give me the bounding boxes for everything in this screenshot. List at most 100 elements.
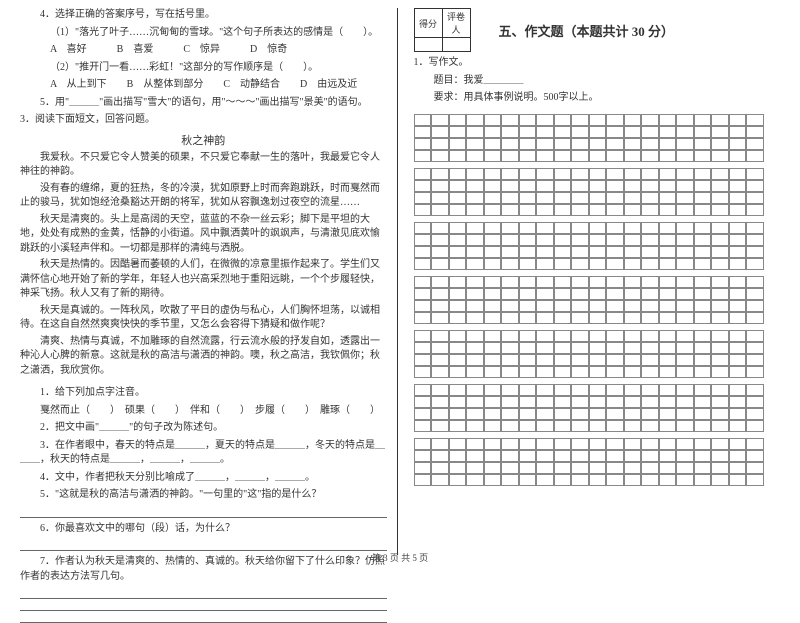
grid-cell[interactable] bbox=[536, 312, 554, 324]
grid-cell[interactable] bbox=[746, 204, 764, 216]
grid-cell[interactable] bbox=[624, 408, 642, 420]
grid-cell[interactable] bbox=[641, 450, 659, 462]
grid-cell[interactable] bbox=[711, 474, 729, 486]
grid-cell[interactable] bbox=[589, 450, 607, 462]
grid-cell[interactable] bbox=[694, 300, 712, 312]
grid-cell[interactable] bbox=[711, 330, 729, 342]
grid-cell[interactable] bbox=[694, 168, 712, 180]
grid-cell[interactable] bbox=[466, 474, 484, 486]
grid-cell[interactable] bbox=[484, 276, 502, 288]
grid-cell[interactable] bbox=[466, 462, 484, 474]
grid-cell[interactable] bbox=[589, 126, 607, 138]
grid-cell[interactable] bbox=[466, 114, 484, 126]
grid-cell[interactable] bbox=[711, 288, 729, 300]
grid-cell[interactable] bbox=[571, 222, 589, 234]
grid-cell[interactable] bbox=[501, 288, 519, 300]
grid-cell[interactable] bbox=[484, 438, 502, 450]
grid-cell[interactable] bbox=[431, 192, 449, 204]
grid-cell[interactable] bbox=[694, 450, 712, 462]
grid-cell[interactable] bbox=[449, 288, 467, 300]
grid-cell[interactable] bbox=[589, 366, 607, 378]
grid-cell[interactable] bbox=[554, 462, 572, 474]
grid-cell[interactable] bbox=[536, 438, 554, 450]
grid-cell[interactable] bbox=[659, 342, 677, 354]
grid-cell[interactable] bbox=[484, 384, 502, 396]
grid-cell[interactable] bbox=[694, 474, 712, 486]
grid-cell[interactable] bbox=[449, 138, 467, 150]
grid-cell[interactable] bbox=[676, 396, 694, 408]
grid-cell[interactable] bbox=[554, 300, 572, 312]
grid-cell[interactable] bbox=[676, 126, 694, 138]
grid-cell[interactable] bbox=[414, 180, 432, 192]
grid-cell[interactable] bbox=[659, 474, 677, 486]
grid-cell[interactable] bbox=[624, 192, 642, 204]
grid-cell[interactable] bbox=[414, 438, 432, 450]
grid-cell[interactable] bbox=[729, 180, 747, 192]
grid-cell[interactable] bbox=[414, 204, 432, 216]
grid-cell[interactable] bbox=[624, 396, 642, 408]
grid-cell[interactable] bbox=[536, 276, 554, 288]
grid-cell[interactable] bbox=[431, 330, 449, 342]
grid-cell[interactable] bbox=[746, 192, 764, 204]
grid-cell[interactable] bbox=[641, 126, 659, 138]
grid-cell[interactable] bbox=[484, 288, 502, 300]
grid-cell[interactable] bbox=[589, 354, 607, 366]
grid-cell[interactable] bbox=[571, 180, 589, 192]
grid-cell[interactable] bbox=[414, 420, 432, 432]
grid-cell[interactable] bbox=[501, 276, 519, 288]
grid-cell[interactable] bbox=[554, 354, 572, 366]
grid-cell[interactable] bbox=[466, 246, 484, 258]
grid-cell[interactable] bbox=[536, 150, 554, 162]
grid-cell[interactable] bbox=[746, 246, 764, 258]
grid-cell[interactable] bbox=[519, 246, 537, 258]
grid-cell[interactable] bbox=[501, 408, 519, 420]
grid-cell[interactable] bbox=[711, 342, 729, 354]
grid-cell[interactable] bbox=[431, 276, 449, 288]
grid-cell[interactable] bbox=[659, 438, 677, 450]
grid-cell[interactable] bbox=[729, 408, 747, 420]
grid-cell[interactable] bbox=[659, 408, 677, 420]
grid-cell[interactable] bbox=[676, 114, 694, 126]
grid-cell[interactable] bbox=[431, 126, 449, 138]
grid-cell[interactable] bbox=[711, 366, 729, 378]
grid-cell[interactable] bbox=[431, 474, 449, 486]
grid-cell[interactable] bbox=[431, 342, 449, 354]
grid-cell[interactable] bbox=[694, 408, 712, 420]
grid-cell[interactable] bbox=[606, 222, 624, 234]
grid-cell[interactable] bbox=[606, 366, 624, 378]
grid-cell[interactable] bbox=[746, 438, 764, 450]
grid-cell[interactable] bbox=[641, 234, 659, 246]
grid-cell[interactable] bbox=[676, 312, 694, 324]
grid-cell[interactable] bbox=[711, 234, 729, 246]
grid-cell[interactable] bbox=[431, 300, 449, 312]
grid-cell[interactable] bbox=[641, 300, 659, 312]
grid-cell[interactable] bbox=[519, 180, 537, 192]
grid-cell[interactable] bbox=[694, 234, 712, 246]
grid-cell[interactable] bbox=[676, 300, 694, 312]
grid-cell[interactable] bbox=[554, 312, 572, 324]
grid-cell[interactable] bbox=[519, 474, 537, 486]
grid-cell[interactable] bbox=[431, 450, 449, 462]
grid-cell[interactable] bbox=[554, 438, 572, 450]
grid-cell[interactable] bbox=[431, 246, 449, 258]
grid-cell[interactable] bbox=[414, 342, 432, 354]
grid-cell[interactable] bbox=[449, 408, 467, 420]
grid-cell[interactable] bbox=[449, 204, 467, 216]
grid-cell[interactable] bbox=[466, 384, 484, 396]
grid-cell[interactable] bbox=[484, 300, 502, 312]
grid-cell[interactable] bbox=[589, 180, 607, 192]
grid-cell[interactable] bbox=[536, 300, 554, 312]
grid-cell[interactable] bbox=[414, 222, 432, 234]
grid-cell[interactable] bbox=[659, 366, 677, 378]
grid-cell[interactable] bbox=[466, 168, 484, 180]
grid-cell[interactable] bbox=[729, 258, 747, 270]
grid-cell[interactable] bbox=[571, 330, 589, 342]
grid-cell[interactable] bbox=[624, 150, 642, 162]
grid-cell[interactable] bbox=[746, 330, 764, 342]
grid-cell[interactable] bbox=[746, 396, 764, 408]
grid-cell[interactable] bbox=[711, 312, 729, 324]
grid-cell[interactable] bbox=[589, 342, 607, 354]
grid-cell[interactable] bbox=[536, 180, 554, 192]
grid-cell[interactable] bbox=[571, 438, 589, 450]
grid-cell[interactable] bbox=[466, 300, 484, 312]
